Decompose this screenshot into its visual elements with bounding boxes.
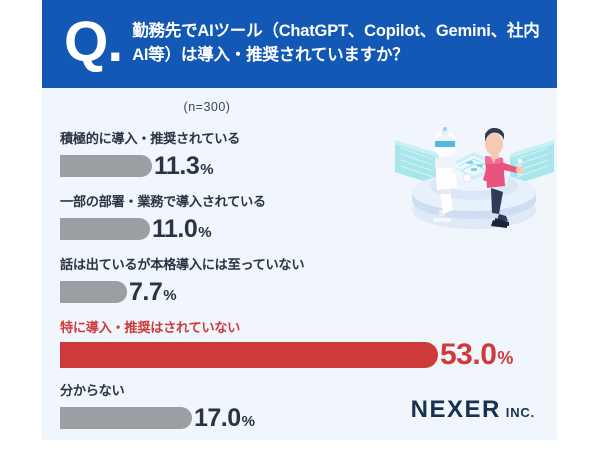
bar-fill xyxy=(60,281,127,304)
bar-fill xyxy=(60,155,152,178)
logo-suffix: INC. xyxy=(505,405,535,420)
sample-size-label: (n=300) xyxy=(183,100,231,114)
question-header: Q. 勤務先でAIツール（ChatGPT、Copilot、Gemini、社内AI… xyxy=(42,0,557,88)
bar-fill xyxy=(60,218,150,241)
chart-row: 分からない 17.0 % xyxy=(60,384,555,442)
percent-sign: % xyxy=(163,286,177,304)
logo-name: NEXER xyxy=(410,396,501,423)
percent-sign: % xyxy=(497,348,513,369)
bar-label: 分からない xyxy=(60,383,125,398)
percent-sign: % xyxy=(241,412,255,430)
bar-label: 特に導入・推奨はされていない xyxy=(60,320,241,335)
percent-sign: % xyxy=(200,160,214,178)
bar-line: 7.7 % xyxy=(60,275,555,309)
bar-line: 11.3 % xyxy=(60,149,555,183)
bar-value-number: 11.0 xyxy=(152,214,198,243)
chart-row: 積極的に導入・推奨されている 11.3 % xyxy=(60,132,555,195)
bar-line: 11.0 % xyxy=(60,212,555,246)
chart-panel: (n=300) xyxy=(42,88,557,440)
chart-row-highlighted: 特に導入・推奨はされていない 53.0 % xyxy=(60,321,555,384)
bar-value: 11.0 % xyxy=(150,214,212,243)
chart-rows: 積極的に導入・推奨されている 11.3 % 一部の部署・業務で導入されている 1… xyxy=(60,132,555,442)
bar-label: 積極的に導入・推奨されている xyxy=(60,131,241,146)
bar-line: 53.0 % xyxy=(60,338,555,372)
bar-value: 7.7 % xyxy=(127,277,177,306)
bar-value: 11.3 % xyxy=(152,151,214,180)
chart-row: 話は出ているが本格導入には至っていない 7.7 % xyxy=(60,258,555,321)
question-mark-label: Q. xyxy=(64,9,123,74)
bar-value-number: 53.0 xyxy=(440,338,497,372)
bar-fill xyxy=(60,342,438,369)
chart-row: 一部の部署・業務で導入されている 11.0 % xyxy=(60,195,555,258)
bar-value-number: 7.7 xyxy=(129,277,163,306)
bar-value: 17.0 % xyxy=(192,403,255,432)
bar-label: 話は出ているが本格導入には至っていない xyxy=(60,257,305,272)
robot-and-person-illustration xyxy=(387,114,562,232)
bar-label: 一部の部署・業務で導入されている xyxy=(60,194,266,209)
bar-value-number: 11.3 xyxy=(154,151,200,180)
page-title: 勤務先でAIツール（ChatGPT、Copilot、Gemini、社内AI等）は… xyxy=(132,22,540,64)
bar-line: 17.0 % xyxy=(60,401,555,435)
bar-fill xyxy=(60,407,192,430)
bar-value-number: 17.0 xyxy=(194,403,241,432)
nexer-logo: NEXER INC. xyxy=(411,396,535,424)
percent-sign: % xyxy=(198,223,212,241)
bar-value: 53.0 % xyxy=(438,340,513,370)
